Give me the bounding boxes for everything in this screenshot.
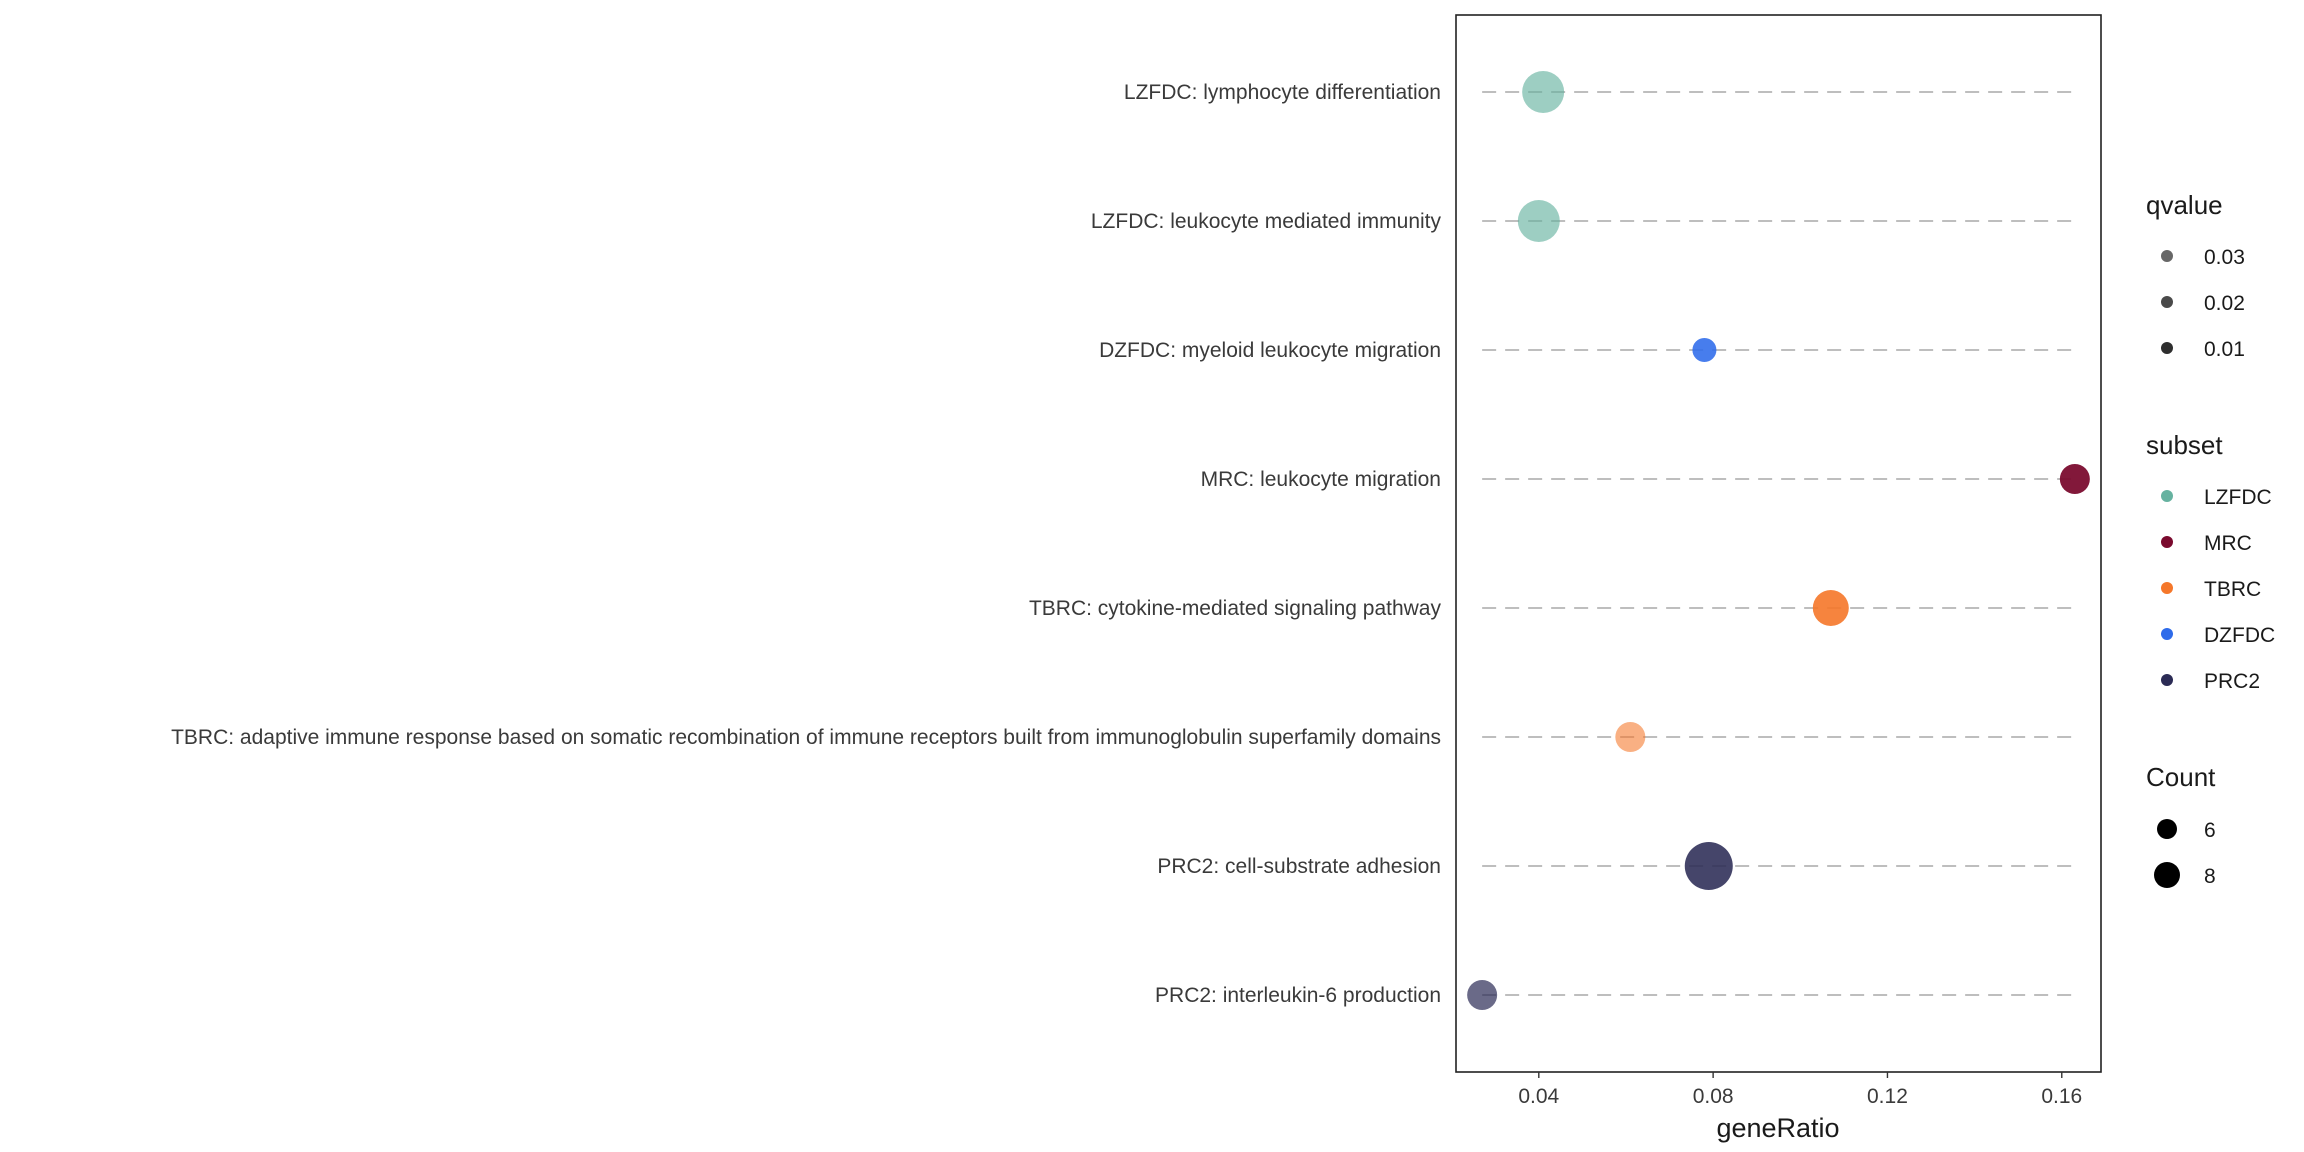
- legend-title-subset: subset: [2146, 430, 2223, 460]
- x-tick-label: 0.08: [1693, 1085, 1734, 1108]
- y-axis-label: PRC2: cell-substrate adhesion: [1157, 855, 1441, 878]
- legend-title-qvalue: qvalue: [2146, 190, 2223, 220]
- legend-label-subset: PRC2: [2204, 670, 2260, 693]
- data-point-tbrc: [1812, 590, 1849, 626]
- legend-key-qvalue: [2161, 250, 2173, 262]
- legend-key-qvalue: [2161, 342, 2173, 354]
- data-point-lzfdc: [1517, 200, 1560, 242]
- y-axis-label: TBRC: cytokine-mediated signaling pathwa…: [1029, 597, 1442, 620]
- legend-label-subset: TBRC: [2204, 578, 2261, 601]
- legend-key-count: [2157, 819, 2177, 839]
- data-point-prc2: [1467, 980, 1498, 1010]
- legend-label-subset: DZFDC: [2204, 624, 2275, 647]
- legend-label-qvalue: 0.03: [2204, 246, 2245, 269]
- legend-key-subset: [2161, 582, 2173, 594]
- legends: qvalue 0.03 0.02 0.01 subset LZFDC MRC TBRC DZFD…: [2146, 190, 2275, 888]
- y-axis-labels: LZFDC: lymphocyte differentiation LZFDC: …: [171, 81, 1441, 1007]
- legend-label-count: 8: [2204, 865, 2216, 888]
- guide-lines: [1482, 91, 2075, 996]
- legend-label-subset: LZFDC: [2204, 486, 2272, 509]
- legend-key-subset: [2161, 536, 2173, 548]
- legend-label-subset: MRC: [2204, 532, 2252, 555]
- x-tick-label: 0.12: [1867, 1085, 1908, 1108]
- legend-label-qvalue: 0.01: [2204, 338, 2245, 361]
- x-tick-label: 0.16: [2041, 1085, 2082, 1108]
- x-tick-label: 0.04: [1518, 1085, 1559, 1108]
- legend-key-count: [2154, 862, 2180, 888]
- x-axis-title: geneRatio: [1716, 1113, 1839, 1143]
- y-axis-label: LZFDC: leukocyte mediated immunity: [1091, 210, 1442, 233]
- data-points: [1467, 71, 2090, 1010]
- legend-key-subset: [2161, 490, 2173, 502]
- y-axis-label: PRC2: interleukin-6 production: [1155, 984, 1441, 1007]
- legend-label-qvalue: 0.02: [2204, 292, 2245, 315]
- data-point-lzfdc: [1522, 71, 1565, 113]
- data-point-prc2: [1684, 842, 1733, 890]
- legend-label-count: 6: [2204, 819, 2216, 842]
- data-point-mrc: [2059, 464, 2090, 494]
- y-axis-label: TBRC: adaptive immune response based on …: [171, 726, 1441, 749]
- legend-title-count: Count: [2146, 762, 2216, 792]
- data-point-dzfdc: [1692, 338, 1717, 362]
- y-axis-label: MRC: leukocyte migration: [1201, 468, 1441, 491]
- x-axis-ticks: 0.04 0.08 0.12 0.16: [1518, 1072, 2082, 1108]
- legend-key-qvalue: [2161, 296, 2173, 308]
- legend-key-subset: [2161, 674, 2173, 686]
- plot-panel-border: [1455, 14, 2102, 1073]
- data-point-tbrc: [1615, 722, 1646, 752]
- y-axis-label: DZFDC: myeloid leukocyte migration: [1099, 339, 1441, 362]
- legend-key-subset: [2161, 628, 2173, 640]
- y-axis-label: LZFDC: lymphocyte differentiation: [1124, 81, 1441, 104]
